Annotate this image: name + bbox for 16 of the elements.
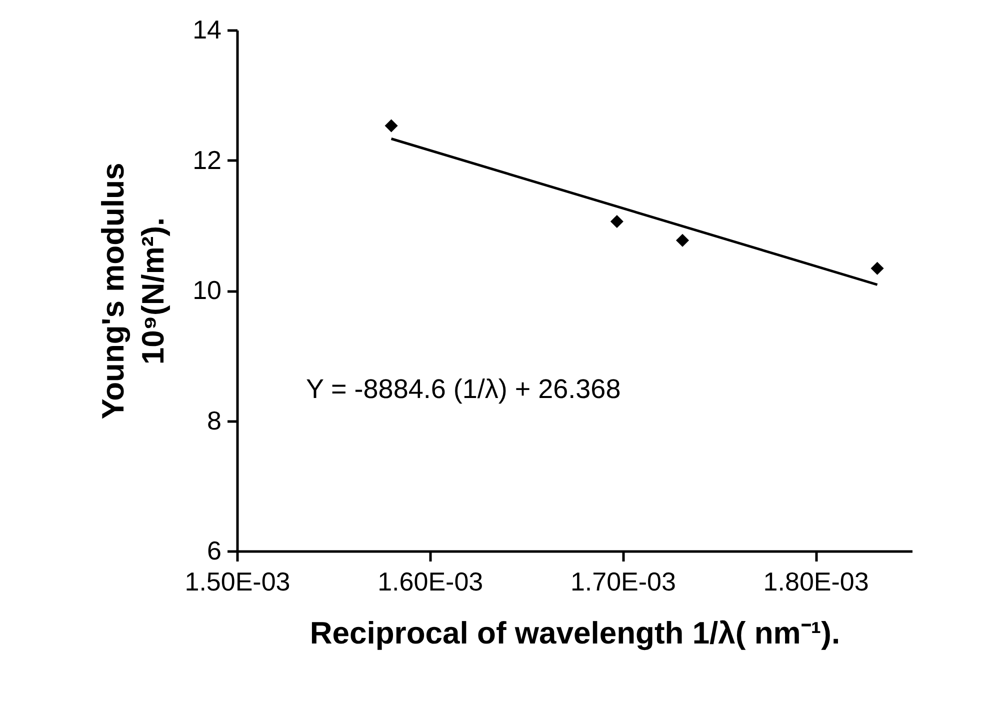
point <box>676 234 690 247</box>
y-tick-label: 12 <box>192 144 222 175</box>
point <box>610 214 624 228</box>
y-tick-label: 14 <box>192 14 222 44</box>
x-tick-label: 1.80E-03 <box>763 566 869 596</box>
x-tick-label: 1.70E-03 <box>570 566 676 596</box>
point <box>384 119 398 132</box>
annotation: Y = -8884.6 (1/λ) + 26.368 <box>306 374 621 404</box>
x-tick-label: 1.60E-03 <box>378 566 484 596</box>
point <box>870 262 884 275</box>
y-axis-title: Young's modulus 10⁹(N/m²). <box>96 162 171 420</box>
x-axis-title: Reciprocal of wavelength 1/λ( nm⁻¹). <box>310 616 840 650</box>
y-tick-label: 10 <box>192 275 222 305</box>
x-tick-label: 1.50E-03 <box>184 566 290 596</box>
y-tick-label: 8 <box>207 405 222 436</box>
y-tick-label: 6 <box>207 536 222 566</box>
